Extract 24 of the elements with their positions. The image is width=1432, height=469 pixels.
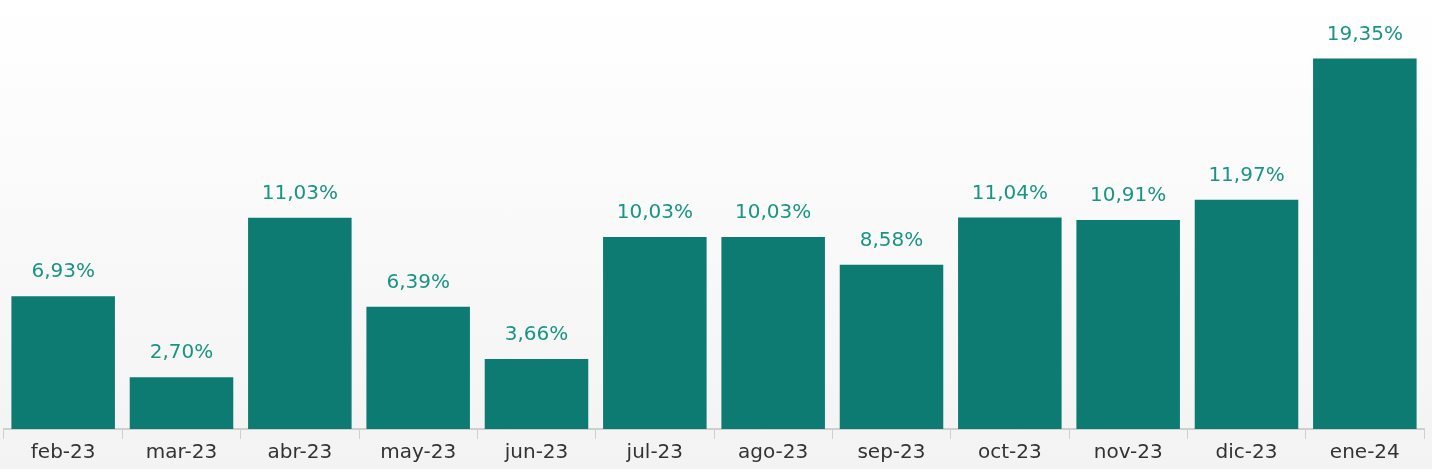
data-label: 11,04% bbox=[971, 179, 1048, 204]
data-label: 2,70% bbox=[149, 339, 214, 364]
data-label: 6,39% bbox=[386, 268, 450, 293]
x-tick-label: ago-23 bbox=[738, 439, 809, 464]
x-tick-label: ene-24 bbox=[1329, 439, 1400, 464]
data-label: 19,35% bbox=[1326, 20, 1403, 45]
x-tick-label: jul-23 bbox=[625, 439, 684, 464]
data-label: 10,91% bbox=[1090, 182, 1167, 207]
x-tick-label: may-23 bbox=[380, 439, 457, 464]
data-label: 8,58% bbox=[859, 226, 924, 251]
data-label: 11,97% bbox=[1208, 161, 1285, 186]
x-tick-label: mar-23 bbox=[145, 439, 218, 464]
data-label: 3,66% bbox=[504, 321, 569, 346]
data-label: 6,93% bbox=[31, 258, 95, 283]
data-label: 10,03% bbox=[616, 199, 693, 224]
x-tick-label: jun-23 bbox=[503, 439, 569, 464]
data-label: 11,03% bbox=[261, 179, 338, 204]
x-tick-label: oct-23 bbox=[977, 439, 1042, 464]
x-tick-label: feb-23 bbox=[30, 439, 96, 464]
x-tick-label: sep-23 bbox=[857, 439, 926, 464]
x-tick-label: nov-23 bbox=[1093, 439, 1163, 464]
x-tick-label: dic-23 bbox=[1215, 439, 1278, 464]
data-label: 10,03% bbox=[735, 199, 812, 224]
x-tick-label: abr-23 bbox=[267, 439, 333, 464]
